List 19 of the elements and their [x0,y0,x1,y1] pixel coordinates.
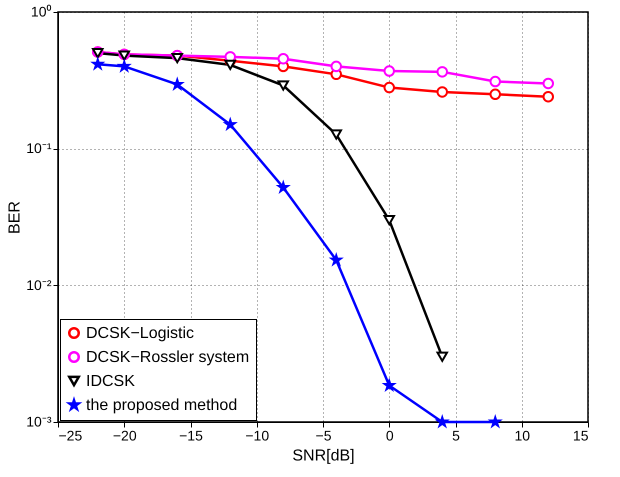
y-tick-label: 10⁻¹ [26,140,52,156]
legend-label: IDCSK [86,373,136,390]
legend-label: DCSK−Rossler system [86,349,250,366]
x-axis-title: SNR[dB] [292,448,355,464]
x-tick-label: −20 [112,428,137,444]
x-tick-label: −10 [245,428,270,444]
y-tick-label: 10⁻² [26,276,52,293]
x-tick-label: 5 [452,428,460,444]
x-tick-label: −15 [179,428,204,444]
x-tick-label: −5 [316,428,332,444]
x-tick-label: −25 [58,428,82,444]
x-tick-label: 10 [514,428,530,444]
y-tick-label: 10⁻³ [26,414,52,430]
x-tick-label: 0 [386,428,394,444]
y-axis-title: BER [6,201,24,234]
x-tick-label: 15 [572,428,589,444]
legend-label: DCSK−Logistic [86,325,194,342]
y-tick-label: 10⁰ [30,4,52,20]
legend-label: the proposed method [86,397,238,414]
